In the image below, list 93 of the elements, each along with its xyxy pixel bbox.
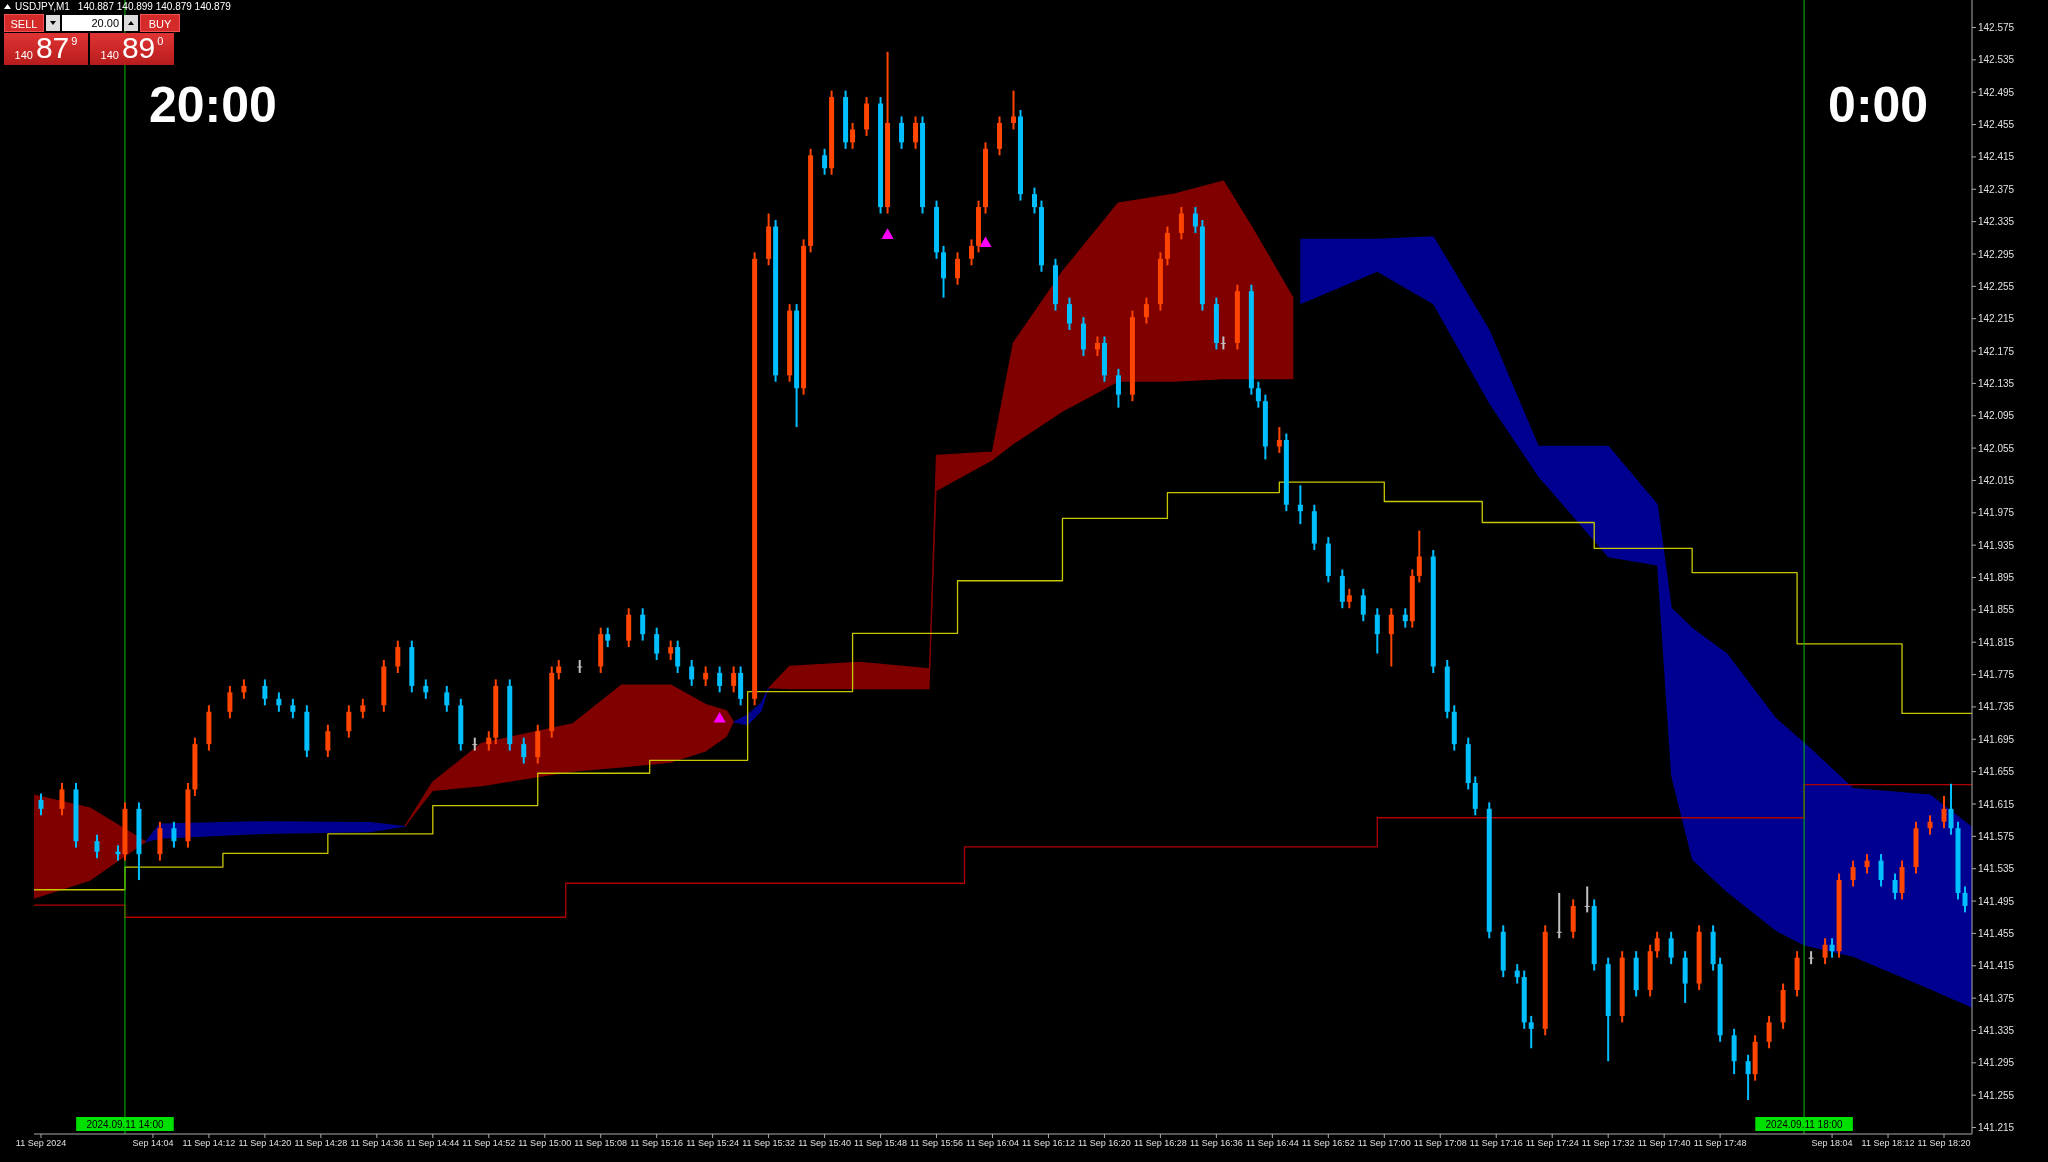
buy-button: BUY (140, 14, 180, 32)
lot-size-field: 20.00 (62, 15, 122, 31)
x-tick-label: Sep 18:04 (1811, 1138, 1853, 1149)
x-tick-label: 11 Sep 14:20 (238, 1138, 292, 1149)
x-tick-label: 11 Sep 15:24 (686, 1138, 740, 1149)
point (713, 712, 726, 723)
x-tick-label: 11 Sep 17:24 (1525, 1138, 1579, 1149)
y-tick-label: 142.255 (1978, 280, 2015, 292)
x-tick-label: Sep 14:04 (132, 1138, 174, 1149)
x-tick-label: 11 Sep 16:36 (1189, 1138, 1243, 1149)
y-tick-label: 141.415 (1978, 960, 2015, 972)
candlestick (1808, 951, 1814, 965)
x-tick-label: 11 Sep 15:40 (798, 1138, 852, 1149)
x-tick-label: 11 Sep 15:16 (630, 1138, 684, 1149)
y-tick-label: 142.575 (1978, 22, 2015, 34)
y-tick-label: 142.095 (1978, 410, 2015, 422)
x-tick-label: 11 Sep 17:32 (1581, 1138, 1635, 1149)
y-tick-label: 142.175 (1978, 345, 2015, 357)
x-tick-label: 11 Sep 17:16 (1469, 1138, 1523, 1149)
x-tick-label: 11 Sep 14:28 (294, 1138, 348, 1149)
annotation: 87 (35, 31, 70, 64)
sell-button: SELL (4, 14, 44, 32)
x-tick-label: 11 Sep 14:36 (350, 1138, 404, 1149)
y-tick-label: 141.495 (1978, 895, 2015, 907)
x-tick-label: 11 Sep 16:52 (1301, 1138, 1355, 1149)
x-tick-label: 11 Sep 14:52 (462, 1138, 516, 1149)
x-tick-label: 11 Sep 15:00 (518, 1138, 572, 1149)
candlestick (1220, 336, 1226, 350)
x-tick-label: 11 Sep 17:48 (1693, 1138, 1747, 1149)
y-tick-label: 141.895 (1978, 572, 2015, 584)
x-tick-label: 11 Sep 16:28 (1133, 1138, 1187, 1149)
y-tick-label: 142.375 (1978, 183, 2015, 195)
y-tick-label: 141.375 (1978, 992, 2015, 1004)
x-tick-label: 11 Sep 14:12 (182, 1138, 236, 1149)
candlestick (472, 737, 478, 751)
y-tick-label: 141.615 (1978, 798, 2015, 810)
chart-subtitle: 140.887 140.899 140.879 140.879 (77, 1, 231, 12)
x-tick-label: 11 Sep 18:20 (1917, 1138, 1971, 1149)
y-tick-label: 142.015 (1978, 475, 2015, 486)
candlestick (1556, 892, 1562, 939)
x-tick-label: 11 Sep 17:40 (1637, 1138, 1691, 1149)
y-tick-label: 142.135 (1978, 377, 2015, 389)
annotation: 140 (100, 49, 119, 61)
ref-line-label: 20:00 (148, 77, 277, 133)
x-tick-label: 11 Sep 16:44 (1245, 1138, 1299, 1149)
x-tick-label: 11 Sep 15:48 (854, 1138, 908, 1149)
x-tick-label: 11 Sep 16:04 (966, 1138, 1019, 1149)
annotation: 9 (71, 35, 78, 47)
x-tick-label: 11 Sep 15:32 (742, 1138, 796, 1149)
x-tick-label: 11 Sep 17:08 (1413, 1138, 1467, 1149)
y-tick-label: 141.335 (1978, 1025, 2015, 1037)
y-tick-label: 141.735 (1978, 701, 2015, 713)
x-tick-label: 11 Sep 2024 (15, 1138, 67, 1149)
y-tick-label: 141.575 (1978, 830, 2015, 842)
point (881, 228, 894, 239)
y-tick-label: 141.975 (1978, 507, 2015, 519)
x-tick-label: 11 Sep 17:00 (1357, 1138, 1411, 1149)
x-tick-label: 11 Sep 18:12 (1861, 1138, 1915, 1149)
y-tick-label: 141.935 (1978, 539, 2015, 551)
y-tick-label: 142.215 (1978, 313, 2015, 325)
y-tick-label: 142.495 (1978, 86, 2015, 98)
y-tick-label: 141.775 (1978, 669, 2015, 681)
y-tick-label: 142.535 (1978, 54, 2015, 66)
y-tick-label: 142.415 (1978, 151, 2015, 163)
y-tick-label: 141.815 (1978, 636, 2015, 648)
date-tag: 2024.09.11 18:00 (1755, 1117, 1853, 1131)
y-tick-label: 141.455 (1978, 927, 2015, 939)
y-tick-label: 141.695 (1978, 733, 2015, 745)
x-tick-label: 11 Sep 15:08 (574, 1138, 628, 1149)
y-tick-label: 142.455 (1978, 119, 2015, 131)
y-tick-label: 141.855 (1978, 604, 2015, 616)
x-tick-label: 11 Sep 15:56 (910, 1138, 963, 1149)
point (979, 236, 992, 247)
y-tick-label: 142.055 (1978, 442, 2015, 454)
ref-line-label: 0:00 (1828, 77, 1929, 133)
annotation: 0 (157, 35, 164, 47)
date-tag: 2024.09.11 14:00 (76, 1117, 174, 1131)
y-tick-label: 142.295 (1978, 248, 2015, 260)
x-tick-label: 11 Sep 16:12 (1022, 1138, 1075, 1149)
annotation: 2024.09.11 14:00 (86, 1118, 164, 1130)
annotation: 89 (121, 31, 156, 64)
x-tick-label: 11 Sep 14:44 (406, 1138, 460, 1149)
y-tick-label: 141.295 (1978, 1057, 2015, 1069)
y-tick-label: 141.655 (1978, 766, 2015, 778)
candlestick (577, 660, 583, 673)
chart-title: USDJPY,M1 (15, 1, 70, 12)
candlestick (1584, 886, 1590, 913)
annotation: 2024.09.11 18:00 (1765, 1118, 1844, 1130)
y-tick-label: 141.255 (1978, 1089, 2015, 1101)
x-tick-label: 11 Sep 16:20 (1078, 1138, 1131, 1149)
y-tick-label: 141.215 (1978, 1122, 2015, 1134)
y-tick-label: 142.335 (1978, 216, 2015, 228)
y-tick-label: 141.535 (1978, 863, 2015, 875)
